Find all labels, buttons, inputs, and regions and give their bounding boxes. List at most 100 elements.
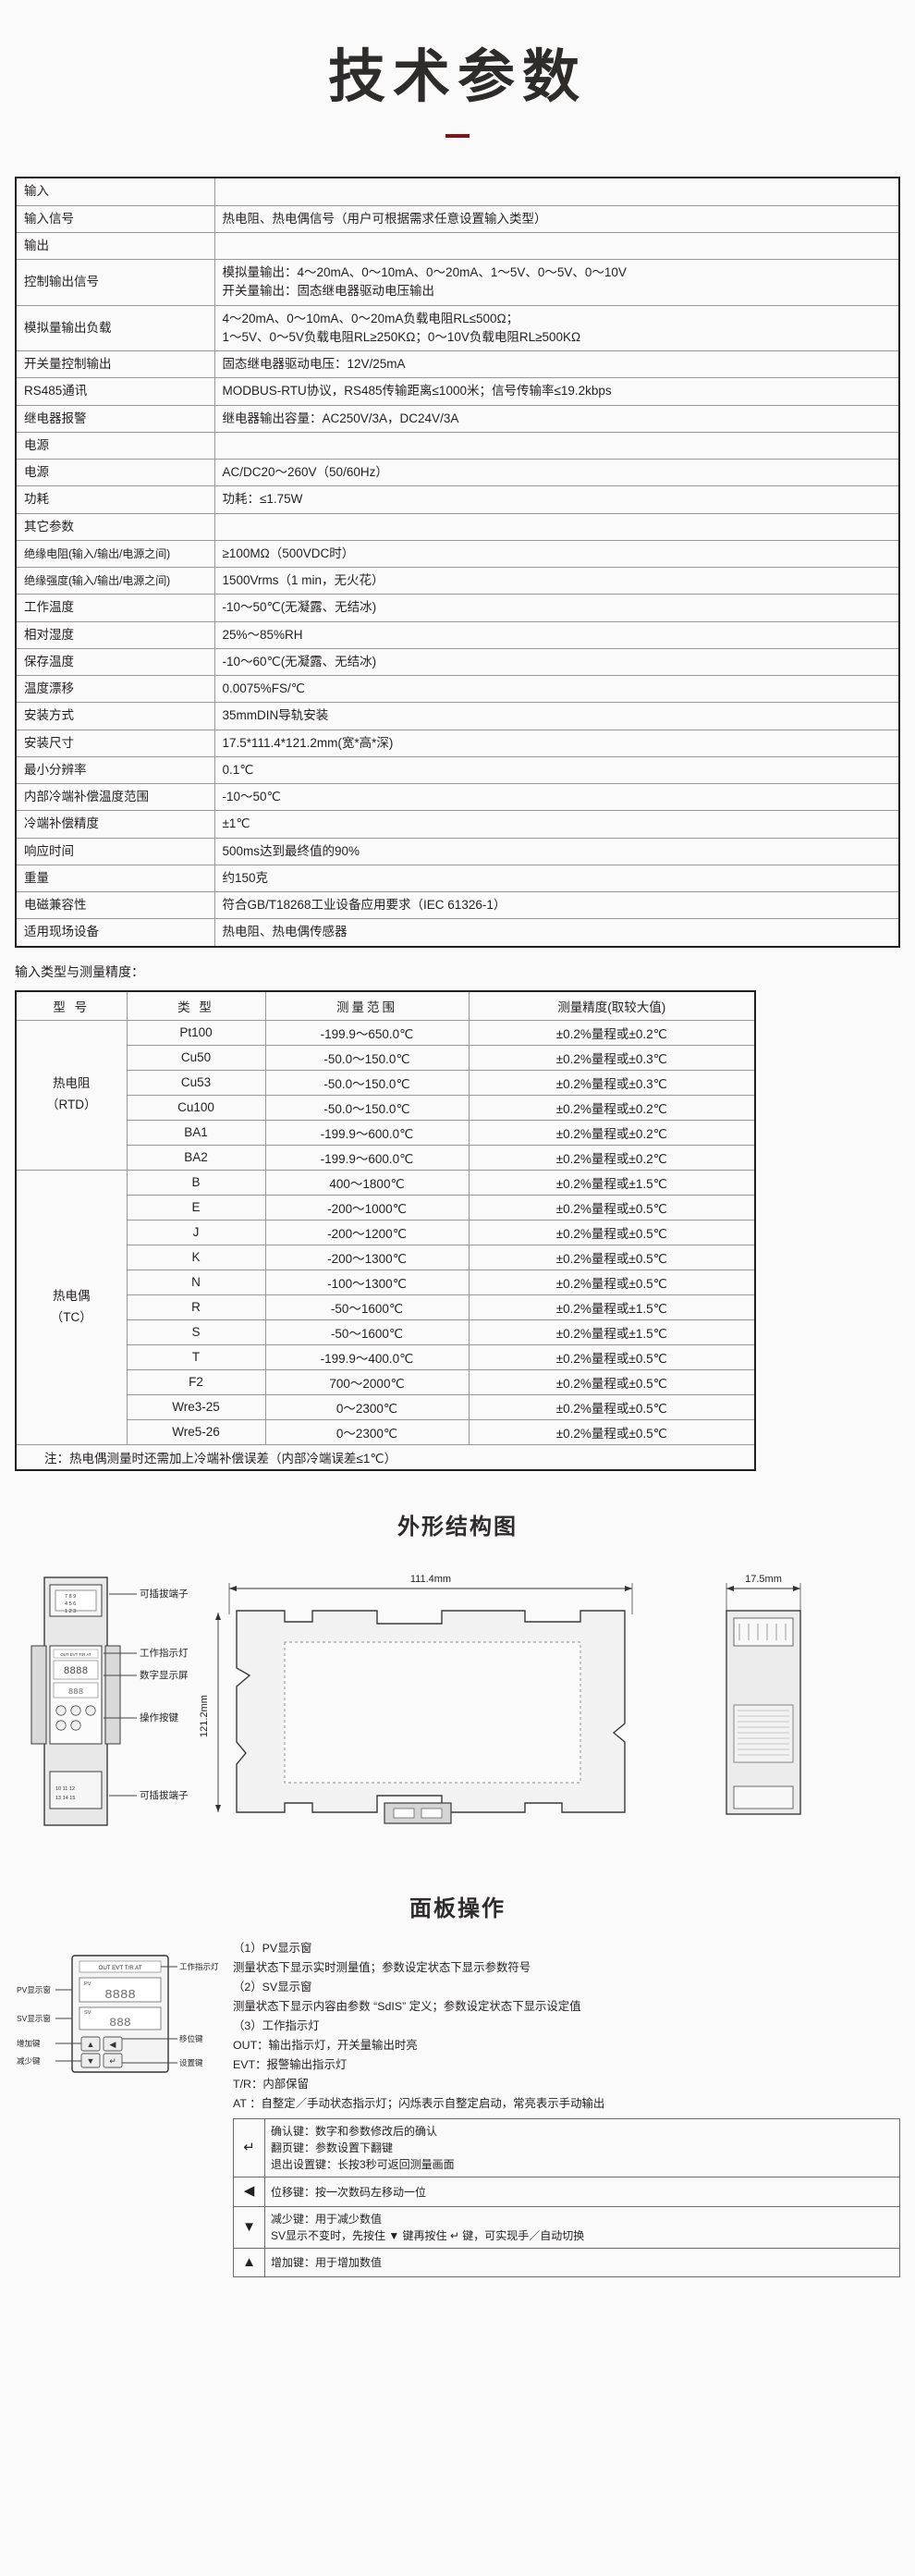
svg-text:888: 888 [68,1687,83,1697]
types-cell-type: F2 [126,1368,266,1395]
types-cell-range: -199.9～600.0℃ [264,1144,470,1171]
spec-table-wrap: 输入 输入信号 热电阻、热电偶信号（用户可根据需求任意设置输入类型） 输出 控制输出信号… [0,177,915,948]
spec-row-key: 电源 [15,431,215,460]
spec-row-key: 响应时间 [15,837,215,865]
spec-value-line: AC/DC20～260V（50/60Hz） [222,465,388,480]
spec-row: 最小分辨率 0.1℃ [15,755,900,785]
spec-row-key: 最小分辨率 [15,755,215,785]
types-cell-type: E [126,1194,266,1221]
spec-row-key: 安装尺寸 [15,729,215,757]
spec-row: 温度漂移 0.0075%FS/℃ [15,675,900,704]
types-cell-type: Cu100 [126,1094,266,1121]
panel-item: （2）SV显示窗 [233,1980,312,1993]
spec-value-line: 4～20mA、0～10mA、0～20mA负载电阻RL≤500Ω； [222,311,519,325]
spec-row-key: 输入 [15,177,215,206]
types-cell-type: S [126,1319,266,1345]
types-lead: 输入类型与测量精度： [15,963,144,979]
panel-label-shift-key: 移位键 [179,2034,203,2043]
types-cell-range: 700～2000℃ [264,1368,470,1395]
title-divider [445,134,470,139]
increase-key-icon[interactable]: ▲ [233,2247,265,2278]
types-cell-type: Cu53 [126,1069,266,1096]
types-cell-type: Pt100 [126,1019,266,1046]
spec-row-key: 绝缘电阻(输入/输出/电源之间) [15,539,215,569]
types-cell-type: Wre5-26 [126,1418,266,1445]
spec-value-line: 符合GB/T18268工业设备应用要求（IEC 61326-1） [222,898,506,913]
key-description-line: 减少键：用于减少数值 [271,2212,383,2226]
spec-value-line: 继电器输出容量：AC250V/3A，DC24V/3A [222,411,459,425]
svg-text:8888: 8888 [64,1666,88,1677]
spec-row: RS485通讯 MODBUS-RTU协议，RS485传输距离≤1000米；信号传输… [15,377,900,406]
svg-text:4 5 6: 4 5 6 [65,1601,76,1607]
key-description: 确认键：数字和参数修改后的确认 翻页键：参数设置下翻键 退出设置键：长按3秒可返回测… [264,2118,900,2178]
types-group-cell: 热电偶 （TC） [15,1169,128,1445]
panel-operation: OUT EVT T/R AT PV 8888 SV 888 ▲ ◀ [0,1939,915,2278]
spec-row-value: 约150克 [214,864,900,893]
spec-row: 保存温度 -10～60℃(无凝露、无结冰) [15,647,900,677]
types-cell-range: 400～1800℃ [264,1169,470,1196]
panel-label-increase-key: 增加键 [17,2039,41,2048]
types-cell-type: B [126,1169,266,1196]
panel-diagram: OUT EVT T/R AT PV 8888 SV 888 ▲ ◀ [15,1939,227,2278]
types-header-range: 测量范围 [264,990,470,1021]
spec-row-value: -10～50℃ [214,783,900,812]
spec-row-key: 重量 [15,864,215,893]
types-row: Wre5-26 0～2300℃ ±0.2%量程或±0.5℃ [16,1418,756,1445]
spec-value-line: ≥100MΩ（500VDC时） [222,546,355,560]
spec-row: 输入 [15,177,900,206]
spec-row-key: 其它参数 [15,512,215,541]
spec-value-line: 热电阻、热电偶传感器 [222,925,348,939]
types-cell-range: -199.9～650.0℃ [264,1019,470,1046]
spec-row: 模拟量输出负载 4～20mA、0～10mA、0～20mA负载电阻RL≤500Ω； 1… [15,304,900,352]
svg-text:↵: ↵ [109,2056,116,2066]
panel-label-pv-window: PV显示窗 [17,1985,51,1994]
spec-value-line: 开关量输出：固态继电器驱动电压输出 [222,284,435,299]
panel-item: （3）工作指示灯 [233,2018,320,2032]
types-cell-range: -50～1600℃ [264,1294,470,1320]
side-view: 111.4mm 121.2mm [199,1574,633,1824]
types-cell-range: -50.0～150.0℃ [264,1069,470,1096]
decrease-key-icon[interactable]: ▼ [233,2205,265,2249]
label-digital-display: 数字显示屏 [140,1669,189,1681]
types-row: BA2 -199.9～600.0℃ ±0.2%量程或±0.2℃ [16,1144,756,1171]
svg-text:1 2 3: 1 2 3 [65,1609,76,1614]
types-cell-accuracy: ±0.2%量程或±0.2℃ [468,1119,756,1146]
spec-row-value: ±1℃ [214,810,900,839]
spec-row: 电源 AC/DC20～260V（50/60Hz） [15,459,900,487]
spec-row-key: 开关量控制输出 [15,350,215,379]
spec-value-line: 功耗：≤1.75W [222,492,303,507]
types-cell-accuracy: ±0.2%量程或±0.5℃ [468,1269,756,1295]
spec-row: 绝缘电阻(输入/输出/电源之间) ≥100MΩ（500VDC时） [15,539,900,569]
spec-row-value: 继电器输出容量：AC250V/3A，DC24V/3A [214,404,900,433]
svg-text:OUT EVT T/R AT: OUT EVT T/R AT [60,1652,92,1657]
spec-row: 响应时间 500ms达到最终值的90% [15,837,900,865]
svg-text:8888: 8888 [104,1988,136,2003]
key-description: 减少键：用于减少数值 SV显示不变时，先按住 ▼ 键再按住 ↵ 键，可实现手／自动… [264,2205,900,2249]
key-function-table: ↵ 确认键：数字和参数修改后的确认 翻页键：参数设置下翻键 退出设置键：长按3秒可返回… [233,2118,900,2278]
spec-row-key: 输出 [15,231,215,261]
types-cell-range: -199.9～600.0℃ [264,1119,470,1146]
types-cell-range: -200～1000℃ [264,1194,470,1221]
panel-item: OUT：输出指示灯，开关量输出时亮 [233,2039,418,2053]
key-row: ▼ 减少键：用于减少数值 SV显示不变时，先按住 ▼ 键再按住 ↵ 键，可实现手／自… [233,2205,900,2249]
types-row: Cu50 -50.0～150.0℃ ±0.2%量程或±0.3℃ [16,1044,756,1071]
enter-key-icon[interactable]: ↵ [233,2118,265,2178]
types-row: J -200～1200℃ ±0.2%量程或±0.5℃ [16,1219,756,1245]
spec-row-key: 内部冷端补偿温度范围 [15,783,215,812]
types-group-abbrev: （TC） [50,1309,92,1324]
types-cell-range: 0～2300℃ [264,1418,470,1445]
panel-label-set-key: 设置键 [179,2058,203,2067]
spec-value-line: 1～5V、0～5V负载电阻RL≥250KΩ；0～10V负载电阻RL≥500KΩ [222,329,581,344]
types-cell-range: -50～1600℃ [264,1319,470,1345]
key-row: ▲ 增加键：用于增加数值 [233,2247,900,2278]
spec-value-line: 热电阻、热电偶信号（用户可根据需求任意设置输入类型） [222,211,547,226]
spec-row-value [214,177,900,206]
label-terminal-top: 可插拔端子 [140,1588,189,1600]
types-row: S -50～1600℃ ±0.2%量程或±1.5℃ [16,1319,756,1345]
spec-row-value [214,431,900,460]
panel-sv-label: SV [84,2010,92,2016]
shift-key-icon[interactable]: ◀ [233,2177,265,2207]
spec-row-value [214,231,900,261]
spec-row-value: 500ms达到最终值的90% [214,837,900,865]
spec-row: 输出 [15,231,900,261]
